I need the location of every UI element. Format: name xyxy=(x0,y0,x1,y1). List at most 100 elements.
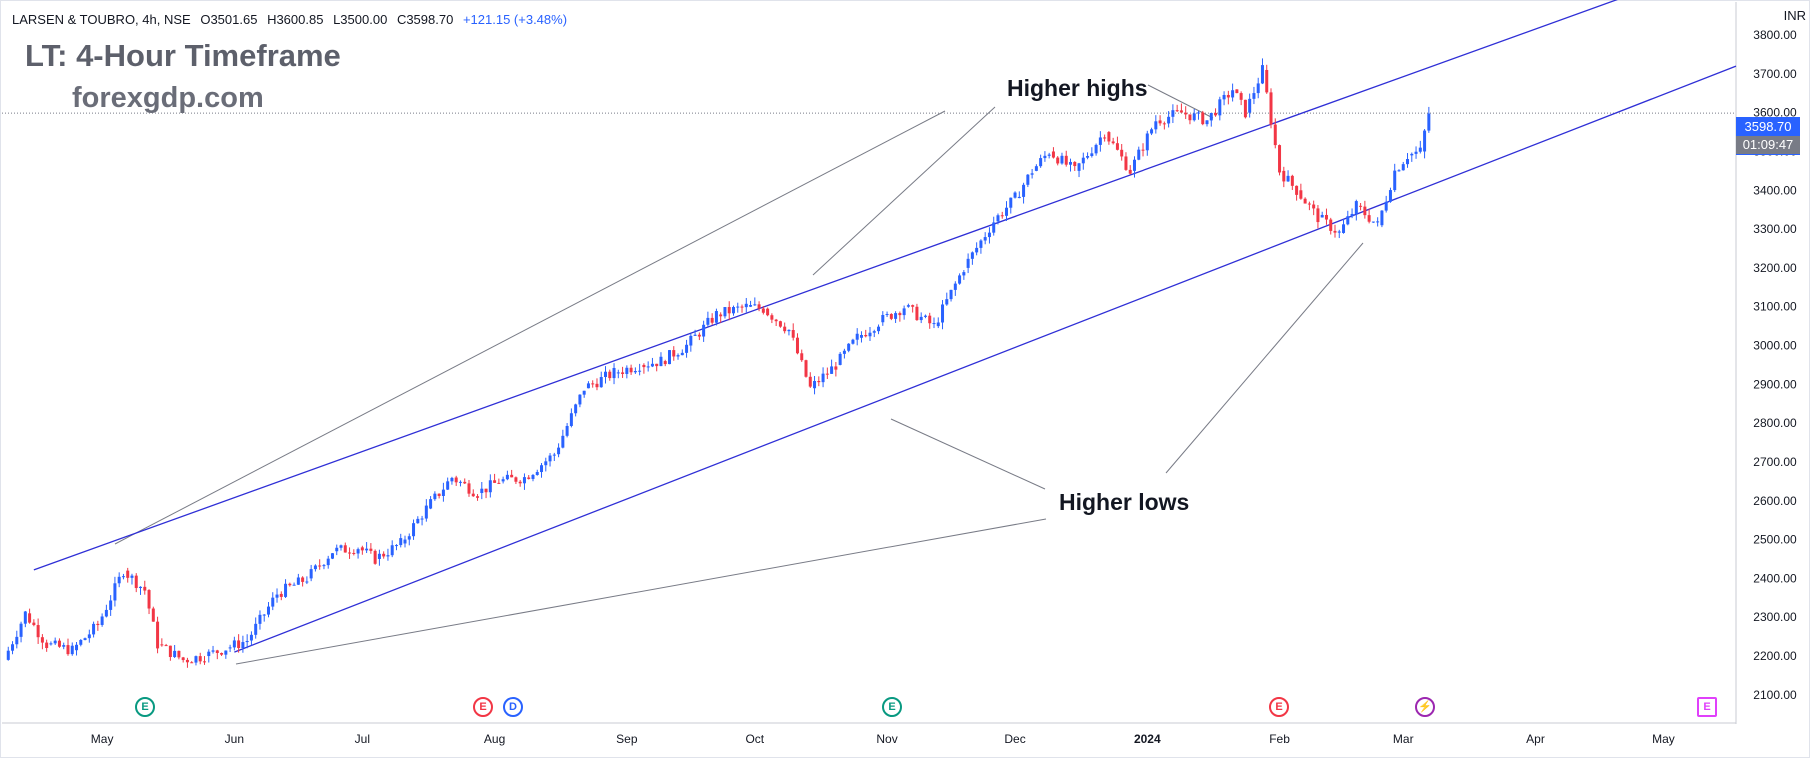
candle-body xyxy=(177,650,181,658)
candle-body xyxy=(79,640,83,645)
candle-body xyxy=(301,577,305,582)
candle-body xyxy=(92,623,96,635)
candle-body xyxy=(1022,184,1026,197)
candle-body xyxy=(1124,156,1128,170)
last-price-value: 3598.70 xyxy=(1744,119,1792,134)
last-price-tag: 3598.70 01:09:47 xyxy=(1736,117,1800,155)
earnings-event-icon[interactable]: E xyxy=(882,697,902,717)
candle-body xyxy=(510,474,514,478)
candle-body xyxy=(1269,92,1273,125)
channel-line-upper xyxy=(33,0,1618,571)
candle-body xyxy=(791,330,795,338)
higher-lows-label[interactable]: Higher lows xyxy=(1059,489,1190,515)
candle-body xyxy=(706,317,710,325)
high-value: H3600.85 xyxy=(267,12,324,27)
candle-body xyxy=(36,625,40,638)
candle-body xyxy=(1307,203,1311,205)
candle-body xyxy=(1414,151,1418,154)
open-value: O3501.65 xyxy=(200,12,258,27)
candle-body xyxy=(778,321,782,327)
dividend-event-icon[interactable]: D xyxy=(503,697,523,717)
candle-body xyxy=(1150,129,1154,134)
candle-body xyxy=(309,569,313,579)
earnings-event-icon[interactable]: E xyxy=(473,697,493,717)
y-tick-label: 3400.00 xyxy=(1753,183,1797,197)
split-event-icon[interactable]: ⚡ xyxy=(1415,697,1435,717)
candle-body xyxy=(181,657,185,661)
candle-body xyxy=(740,306,744,308)
candle-body xyxy=(1005,207,1009,216)
candle-body xyxy=(11,644,15,651)
y-tick-label: 2800.00 xyxy=(1753,416,1797,430)
candle-body xyxy=(531,474,535,479)
candle-body xyxy=(1115,143,1119,150)
candle-body xyxy=(1260,65,1264,84)
candle-body xyxy=(736,306,740,308)
symbol-name[interactable]: LARSEN & TOUBRO, 4h, NSE xyxy=(12,12,191,27)
candle-body xyxy=(458,481,462,483)
earnings-event-icon[interactable]: E xyxy=(135,697,155,717)
candle-body xyxy=(1380,210,1384,226)
earnings-event-icon[interactable]: E xyxy=(1697,697,1717,717)
candle-body xyxy=(604,371,608,378)
candle-body xyxy=(958,275,962,284)
candle-body xyxy=(578,394,582,405)
candle-body xyxy=(1371,221,1375,223)
y-tick-label: 2500.00 xyxy=(1753,533,1797,547)
candle-body xyxy=(1388,190,1392,202)
candle-body xyxy=(28,613,32,623)
candle-body xyxy=(57,640,61,647)
candle-body xyxy=(1196,112,1200,114)
candle-body xyxy=(446,481,450,490)
candle-body xyxy=(953,283,957,290)
candle-body xyxy=(1222,94,1226,100)
candle-body xyxy=(830,366,834,374)
currency-label[interactable]: INR xyxy=(1783,8,1806,23)
x-tick-label: Feb xyxy=(1269,732,1290,746)
candle-body xyxy=(32,622,36,626)
candle-body xyxy=(139,586,143,589)
candle-body xyxy=(599,377,603,388)
annotation-pointer-line xyxy=(235,518,1047,665)
y-tick-label: 2400.00 xyxy=(1753,571,1797,585)
candle-body xyxy=(249,634,253,641)
higher-highs-label[interactable]: Higher highs xyxy=(1007,75,1148,101)
candle-body xyxy=(1235,89,1239,94)
candle-body xyxy=(697,334,701,337)
candle-body xyxy=(1145,133,1149,151)
candle-body xyxy=(915,306,919,321)
x-tick-label: Apr xyxy=(1526,732,1545,746)
x-tick-label: Jun xyxy=(225,732,244,746)
candle-body xyxy=(936,322,940,327)
candle-body xyxy=(757,304,761,309)
channel-lines[interactable] xyxy=(33,0,1737,653)
x-tick-label: Jul xyxy=(355,732,370,746)
x-tick-label: Nov xyxy=(876,732,897,746)
candle-body xyxy=(330,553,334,559)
candle-body xyxy=(889,314,893,319)
candle-body xyxy=(727,307,731,314)
earnings-event-icon[interactable]: E xyxy=(1269,697,1289,717)
candle-body xyxy=(1192,113,1196,121)
candle-body xyxy=(702,324,706,337)
candle-body xyxy=(1410,153,1414,156)
y-tick-label: 2200.00 xyxy=(1753,649,1797,663)
candle-body xyxy=(1128,169,1132,174)
y-tick-label: 2900.00 xyxy=(1753,377,1797,391)
candle-body xyxy=(987,232,991,238)
candle-body xyxy=(608,371,612,379)
candle-body xyxy=(1316,208,1320,223)
candle-body xyxy=(1056,157,1060,164)
candle-body xyxy=(1226,94,1230,98)
candle-body xyxy=(1256,83,1260,94)
candle-body xyxy=(1218,99,1222,116)
candle-body xyxy=(753,304,757,306)
candle-body xyxy=(6,650,10,660)
candle-body xyxy=(723,307,727,317)
candle-body xyxy=(1252,93,1256,99)
candle-body xyxy=(369,548,373,551)
change-value: +121.15 (+3.48%) xyxy=(462,12,568,27)
candle-body xyxy=(220,653,224,655)
candle-body xyxy=(813,380,817,389)
